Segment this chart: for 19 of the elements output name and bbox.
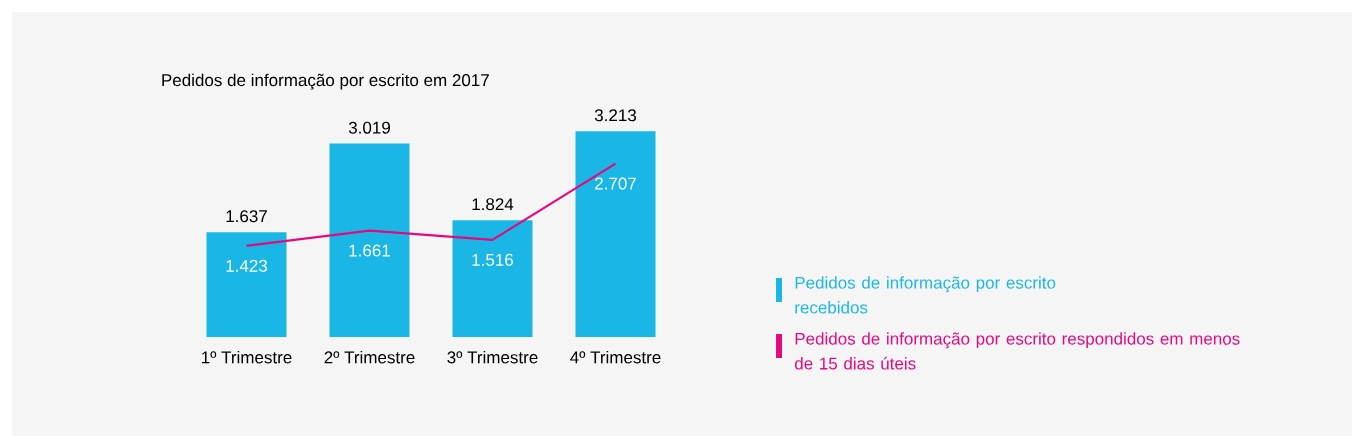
x-tick-label: 2º Trimestre xyxy=(324,350,415,364)
data-label: 3.213 xyxy=(594,109,637,122)
data-label: 1.661 xyxy=(349,244,390,257)
data-label: 2.707 xyxy=(595,177,636,190)
bar xyxy=(329,143,410,337)
bar xyxy=(575,131,656,337)
legend-label: Pedidos de informação por escrito recebidos xyxy=(795,276,1056,314)
chart-title: Pedidos de informação por escrito em 2017 xyxy=(162,73,489,90)
data-label: 1.423 xyxy=(226,259,268,272)
legend-label: Pedidos de informação por escrito respondidos em menos de 15 dias úteis xyxy=(794,332,1240,370)
data-label: 3.019 xyxy=(348,121,390,134)
x-tick-label: 3º Trimestre xyxy=(447,350,538,364)
data-label: 1.637 xyxy=(226,210,267,223)
x-tick-label: 4º Trimestre xyxy=(570,350,661,364)
x-tick-label: 1º Trimestre xyxy=(202,350,292,364)
data-label: 1.824 xyxy=(472,198,514,211)
bar xyxy=(452,220,533,337)
bar xyxy=(206,232,287,337)
data-label: 1.516 xyxy=(472,253,514,266)
